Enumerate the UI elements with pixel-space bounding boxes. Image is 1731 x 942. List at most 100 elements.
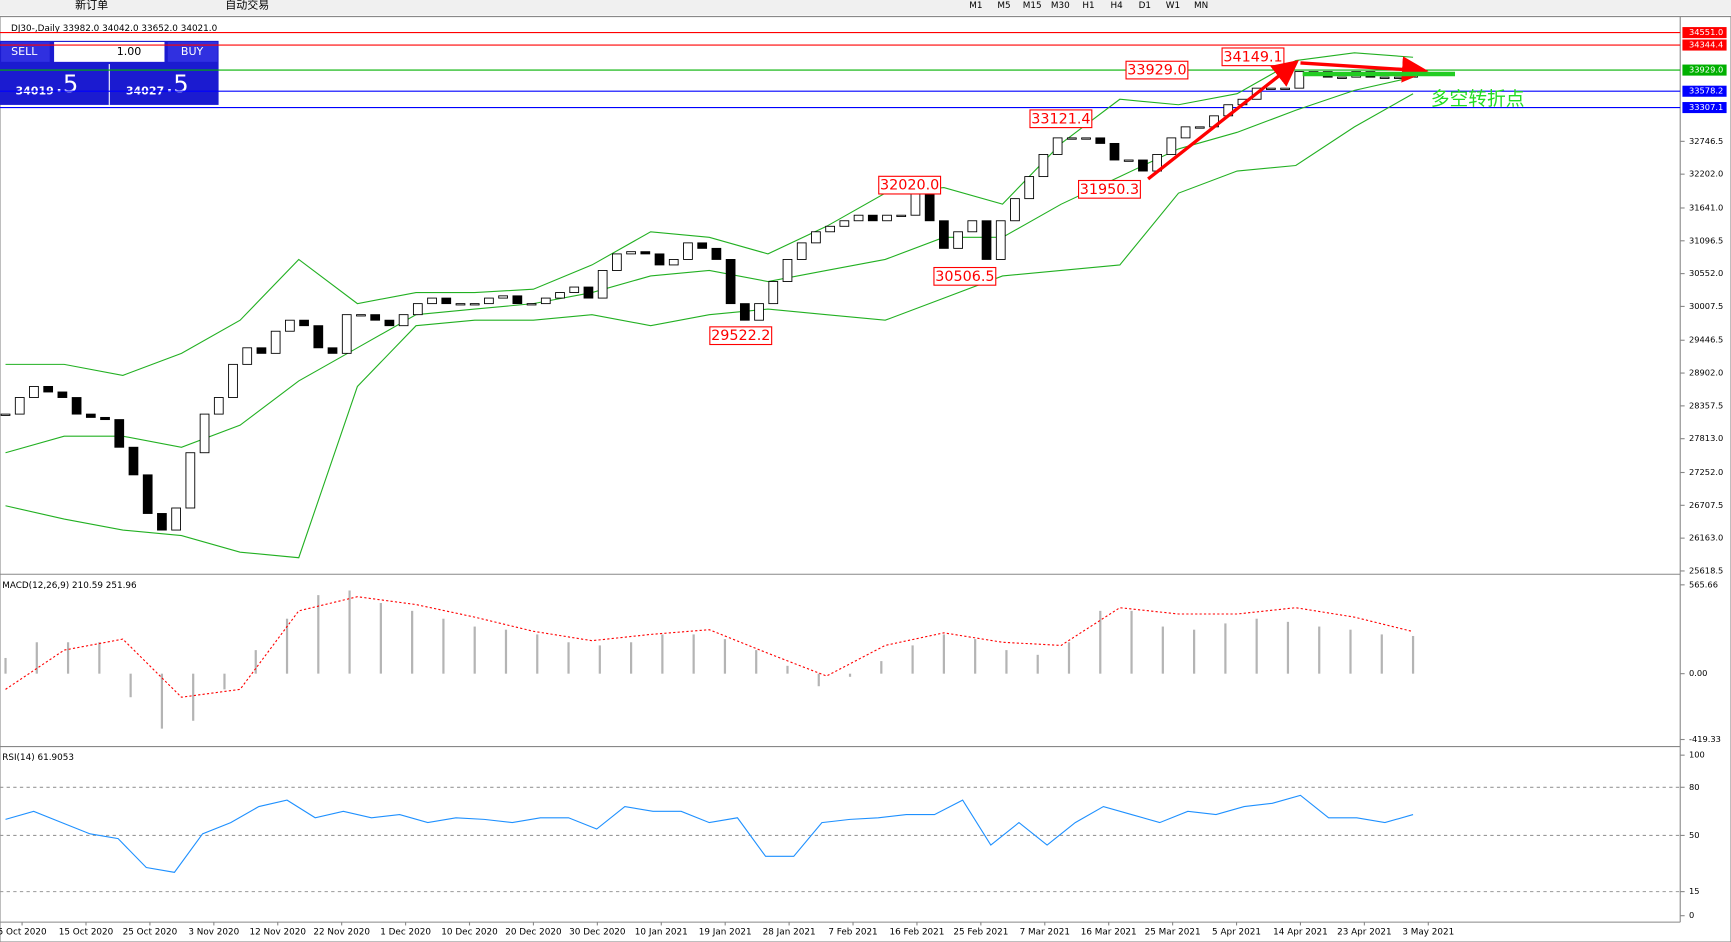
timeframe-button[interactable]: M5 (997, 1, 1010, 11)
candle (555, 292, 565, 299)
candle (853, 214, 864, 222)
candle (626, 251, 636, 255)
candle (441, 297, 452, 305)
timeframe-button[interactable]: H1 (1082, 1, 1094, 11)
candle (569, 286, 580, 293)
candle (370, 314, 381, 321)
price-callout-label: 34149.1 (1223, 49, 1282, 65)
y-tick-label: 26707.5 (1689, 500, 1723, 510)
x-tick-label: 10 Dec 2020 (441, 928, 498, 938)
indicator-label: MACD(12,26,9) 210.59 251.96 (2, 581, 137, 591)
drawings (1147, 56, 1456, 181)
buy-button[interactable] (167, 41, 218, 62)
price-callout (1125, 60, 1189, 80)
bollinger-upper (5, 52, 1414, 376)
candle (341, 314, 352, 354)
x-tick-label: 28 Jan 2021 (763, 928, 816, 938)
candle (697, 242, 708, 249)
y-tick-label: 565.66 (1689, 579, 1718, 589)
buy-pip: .5 (166, 69, 189, 98)
y-tick-label: 31641.0 (1689, 202, 1723, 212)
candle (185, 452, 196, 509)
x-tick-label: 7 Feb 2021 (828, 928, 877, 938)
candle (142, 474, 153, 514)
timeframe-button[interactable]: D1 (1139, 1, 1151, 11)
x-tick-label: 7 Mar 2021 (1020, 928, 1070, 938)
candle (640, 251, 651, 255)
level-label: 34344.4 (1689, 40, 1723, 50)
candle (981, 220, 992, 260)
candle (228, 363, 238, 398)
candle (512, 295, 523, 305)
candle (782, 259, 793, 282)
timeframe-button[interactable]: M15 (1023, 1, 1042, 11)
candle (924, 192, 935, 222)
sell-label: SELL (11, 45, 38, 58)
candle (1194, 126, 1205, 129)
candle (811, 231, 821, 244)
candle (57, 391, 68, 398)
x-tick-label: 3 May 2021 (1402, 928, 1454, 938)
x-tick-label: 30 Dec 2020 (569, 928, 626, 938)
timeframe-button[interactable]: H4 (1111, 1, 1124, 11)
candle (100, 416, 110, 421)
candle (14, 397, 25, 415)
x-tick-label: 25 Oct 2020 (123, 928, 178, 938)
candle (882, 214, 892, 222)
candle (654, 253, 665, 266)
x-tick-label: 3 Nov 2020 (188, 928, 239, 938)
new-order-button[interactable]: 新订单 (75, 0, 108, 12)
candle (1180, 126, 1191, 139)
y-tick-label: 29446.5 (1689, 335, 1723, 345)
lot-input[interactable] (54, 41, 165, 62)
candle (85, 413, 96, 418)
level-label: 33307.1 (1689, 102, 1723, 112)
trend-arrow (1300, 56, 1429, 83)
candle (754, 303, 764, 321)
timeframe-button[interactable]: W1 (1166, 1, 1180, 11)
y-tick-label: 31096.5 (1689, 235, 1723, 245)
candle (1138, 159, 1148, 172)
candle (896, 214, 907, 217)
candle (356, 314, 366, 317)
trend-arrow (1147, 59, 1300, 181)
candle (242, 347, 253, 365)
timeframe-button[interactable]: M30 (1051, 1, 1070, 11)
y-tick-label: -419.33 (1689, 734, 1721, 744)
level-label: 33929.0 (1689, 65, 1723, 75)
level-tag (1682, 102, 1727, 114)
bollinger-lower (5, 93, 1414, 559)
y-tick-label: 27252.0 (1689, 467, 1723, 477)
sell-button[interactable] (1, 41, 50, 62)
x-tick-label: 12 Nov 2020 (249, 928, 306, 938)
candle (484, 297, 494, 305)
candle (953, 231, 963, 249)
x-tick-label: 25 Feb 2021 (953, 928, 1008, 938)
candle (384, 319, 395, 327)
candle (939, 220, 949, 249)
candle (1066, 137, 1077, 140)
y-tick-label: 80 (1689, 782, 1700, 792)
candle (910, 192, 921, 216)
auto-trade-button[interactable]: 自动交易 (225, 0, 269, 12)
candle (199, 413, 210, 454)
candle (711, 247, 722, 260)
y-tick-label: 32746.5 (1689, 136, 1723, 146)
lot-value: 1.00 (117, 45, 142, 58)
candle (1095, 137, 1106, 144)
candle (157, 513, 167, 531)
candle (213, 397, 224, 415)
candle (995, 220, 1006, 260)
price-callout-label: 29522.2 (711, 328, 770, 344)
x-tick-label: 15 Oct 2020 (59, 928, 114, 938)
x-tick-label: 19 Jan 2021 (699, 928, 752, 938)
price-callout-label: 33121.4 (1031, 111, 1090, 127)
candle (427, 297, 437, 305)
candle (256, 347, 267, 354)
x-tick-label: 5 Apr 2021 (1212, 928, 1261, 938)
pivot-note: 多空转折点 (1431, 88, 1525, 110)
timeframe-button[interactable]: M1 (969, 1, 982, 11)
timeframe-button[interactable]: MN (1194, 1, 1208, 11)
y-tick-label: 30552.0 (1689, 268, 1723, 278)
